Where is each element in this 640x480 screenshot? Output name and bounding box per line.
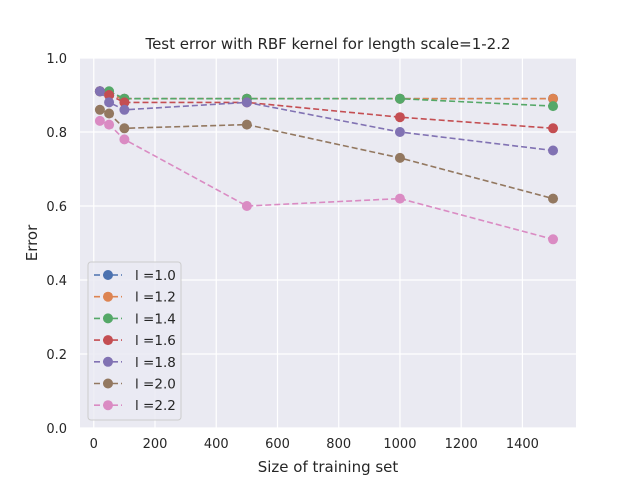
legend-item: l =2.2 xyxy=(94,398,176,414)
legend-marker xyxy=(103,313,113,324)
legend-item: l =1.8 xyxy=(94,355,176,371)
data-point xyxy=(394,112,405,123)
data-point xyxy=(548,193,559,204)
data-point xyxy=(548,123,559,134)
x-tick-label: 600 xyxy=(265,437,290,452)
y-tick-label: 0.0 xyxy=(46,422,67,437)
x-tick-label: 1400 xyxy=(506,437,539,452)
data-point xyxy=(394,193,405,204)
legend-label: l =1.8 xyxy=(135,355,176,371)
series-l2.0 xyxy=(94,104,559,204)
legend-label: l =1.4 xyxy=(135,311,176,327)
series-line xyxy=(99,109,554,200)
y-axis-ticks: 0.0 0.2 0.4 0.6 0.8 1.0 xyxy=(46,52,67,437)
data-point xyxy=(241,119,252,130)
data-point xyxy=(119,134,130,145)
x-tick-label: 400 xyxy=(204,437,229,452)
data-point xyxy=(394,93,405,104)
data-point xyxy=(119,97,130,108)
x-axis-ticks: 0 200 400 600 800 1000 1200 1400 xyxy=(90,437,539,452)
legend-marker xyxy=(103,335,113,346)
data-point xyxy=(104,108,115,119)
data-point xyxy=(94,115,105,126)
data-point xyxy=(548,93,559,104)
data-point xyxy=(119,104,130,115)
x-tick-label: 1200 xyxy=(445,437,478,452)
legend-marker xyxy=(103,400,113,411)
y-tick-label: 0.8 xyxy=(46,126,67,141)
grid-lines xyxy=(80,57,576,429)
legend-label: l =2.0 xyxy=(135,377,176,393)
series-line xyxy=(99,90,554,130)
data-point xyxy=(548,145,559,156)
data-point xyxy=(241,201,252,211)
x-tick-label: 0 xyxy=(90,437,98,452)
x-axis-title: Size of training set xyxy=(258,458,399,476)
data-point xyxy=(119,123,130,134)
series-line xyxy=(99,90,554,100)
legend-label: l =1.6 xyxy=(135,333,176,349)
legend: l =1.0 l =1.2 l =1.4 l =1.6 l =1.8 l =2.0 l =2… xyxy=(87,261,182,421)
legend-marker xyxy=(103,356,113,367)
series-layer xyxy=(94,86,559,245)
series-l2.2 xyxy=(94,115,559,245)
legend-marker xyxy=(103,291,113,302)
y-tick-label: 0.4 xyxy=(46,274,67,289)
y-axis-title: Error xyxy=(23,224,41,261)
data-point xyxy=(94,86,105,97)
data-point xyxy=(394,152,405,163)
data-point xyxy=(548,234,559,245)
legend-label: l =1.0 xyxy=(135,268,176,284)
legend-item: l =1.2 xyxy=(94,290,176,306)
data-point xyxy=(394,127,405,137)
series-l1.8 xyxy=(94,86,559,156)
data-point xyxy=(241,97,252,108)
y-tick-label: 0.6 xyxy=(46,200,67,215)
data-point xyxy=(104,97,115,108)
data-point xyxy=(94,104,105,115)
legend-item: l =2.0 xyxy=(94,377,176,393)
legend-marker xyxy=(103,270,113,280)
legend-item: l =1.4 xyxy=(94,311,176,327)
x-tick-label: 1000 xyxy=(383,437,416,452)
legend-label: l =2.2 xyxy=(135,398,176,414)
y-tick-label: 0.2 xyxy=(46,348,67,363)
data-point xyxy=(104,90,115,100)
legend-marker xyxy=(103,378,113,389)
data-point xyxy=(548,101,559,112)
data-point xyxy=(104,119,115,130)
x-tick-label: 200 xyxy=(143,437,168,452)
legend-item: l =1.6 xyxy=(94,333,176,349)
chart-title: Test error with RBF kernel for length sc… xyxy=(144,35,510,53)
series-line xyxy=(99,120,554,241)
x-tick-label: 800 xyxy=(326,437,351,452)
legend-item: l =1.0 xyxy=(94,268,176,284)
y-tick-label: 1.0 xyxy=(46,52,67,67)
series-line xyxy=(99,90,554,107)
legend-label: l =1.2 xyxy=(135,290,176,306)
